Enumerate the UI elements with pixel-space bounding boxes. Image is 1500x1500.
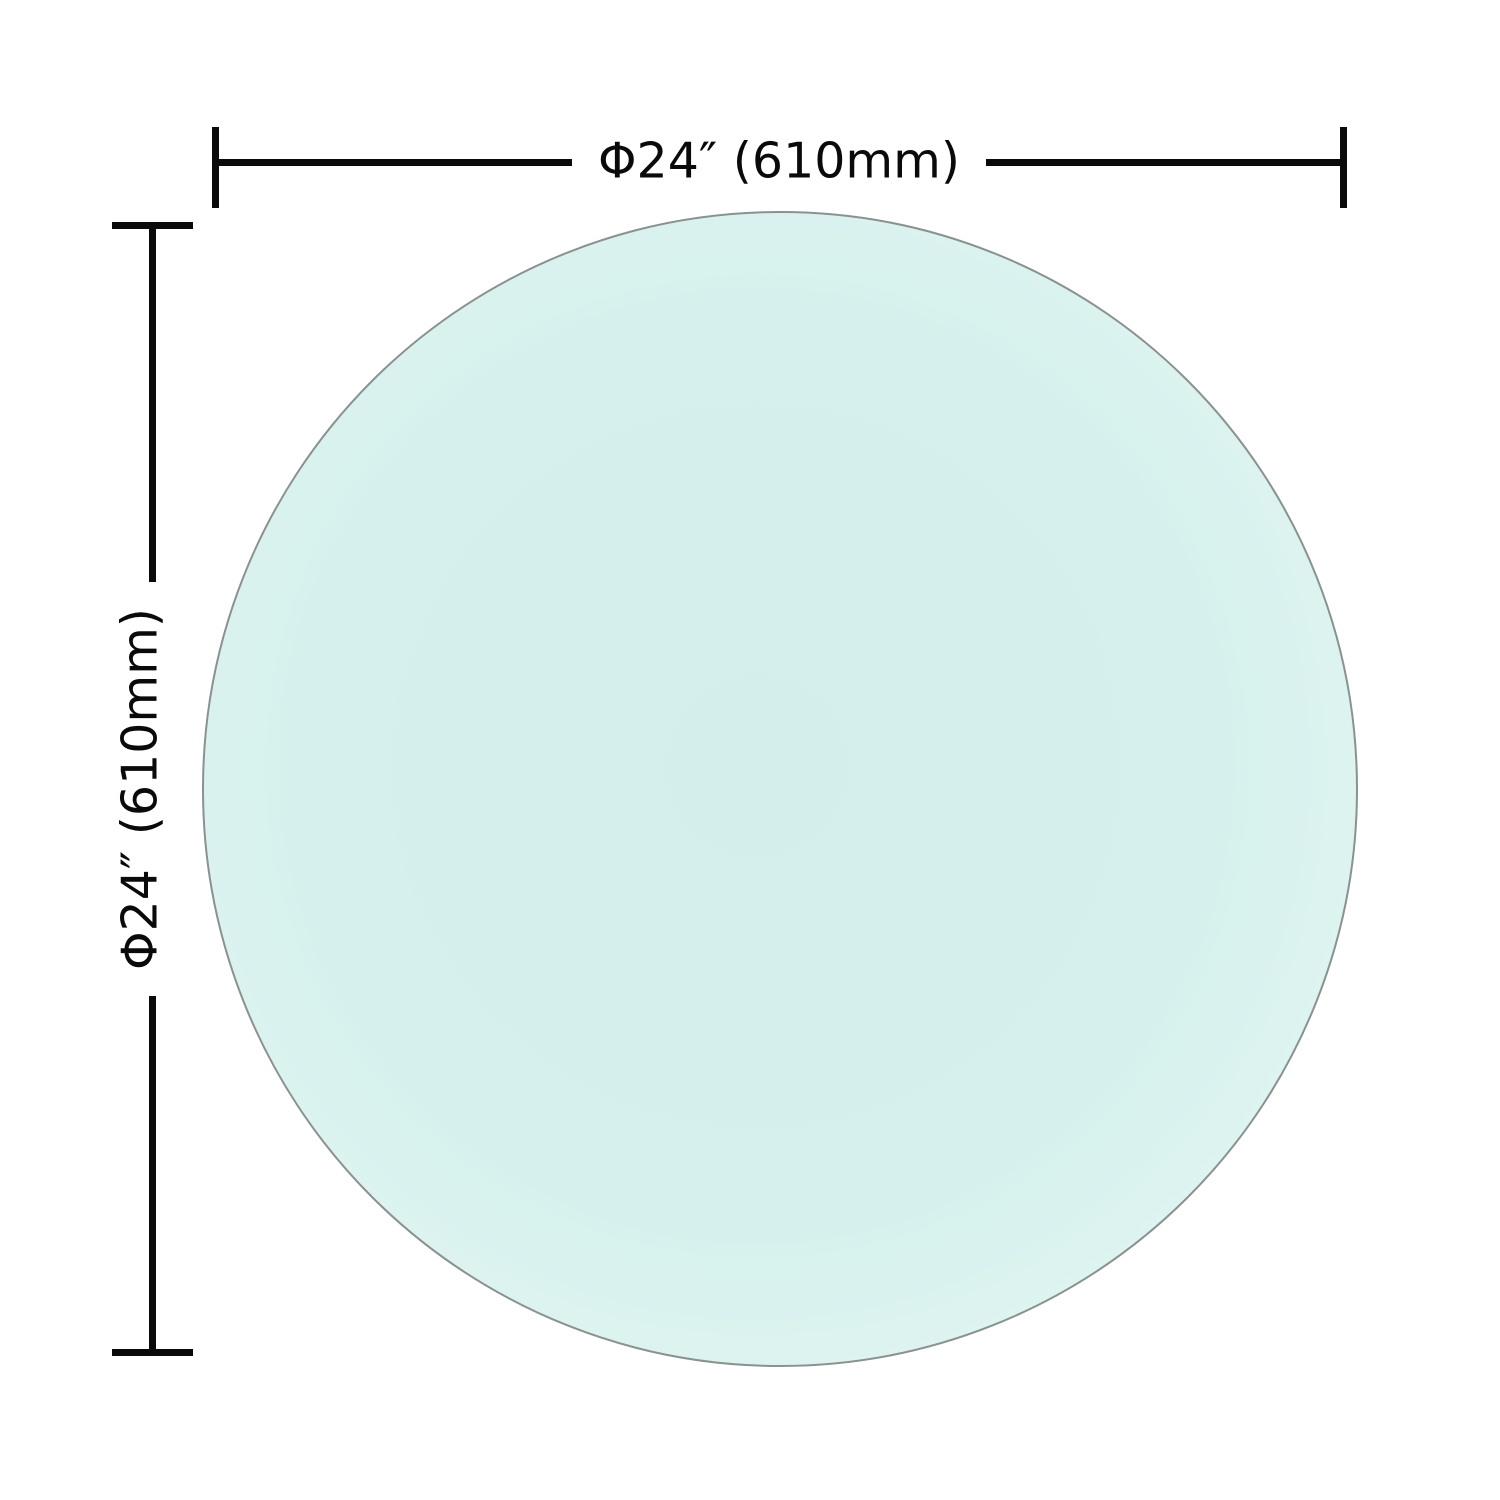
horizontal-dimension-right-tick: [1340, 127, 1347, 208]
vertical-dimension-bottom-tick: [112, 1349, 193, 1356]
glass-top-circle: [202, 211, 1358, 1367]
vertical-dimension-label: Φ24″ (610mm): [109, 581, 173, 997]
vertical-dimension-top-tick: [112, 222, 193, 229]
horizontal-dimension-label: Φ24″ (610mm): [571, 130, 987, 194]
horizontal-dimension-left-tick: [212, 127, 219, 208]
